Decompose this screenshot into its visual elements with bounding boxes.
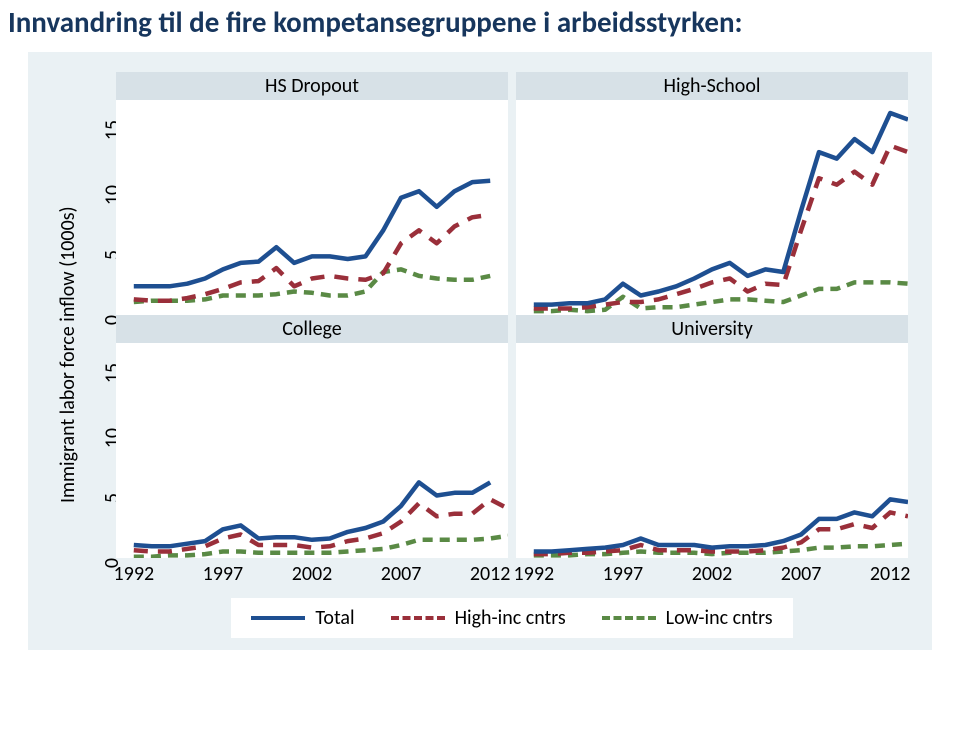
xaxis: 1992 1997 2002 2007 2012 bbox=[116, 562, 508, 586]
chart-background: Immigrant labor force inflow (1000s) 051… bbox=[28, 52, 932, 650]
legend-label: Total bbox=[315, 606, 354, 630]
series-line-total bbox=[134, 181, 490, 286]
xaxis: 1992 1997 2002 2007 2012 bbox=[516, 562, 908, 586]
series-line-total bbox=[534, 113, 908, 305]
y-ticks-column: 051015051015 bbox=[80, 72, 116, 638]
legend-item-high_inc: High-inc cntrs bbox=[391, 606, 566, 630]
legend-label: Low-inc cntrs bbox=[666, 606, 773, 630]
xtick: 2012 bbox=[470, 562, 511, 586]
chart-panel: HS Dropout bbox=[116, 72, 508, 315]
x-axis-row: 1992199720022007201219921997200220072012 bbox=[116, 562, 908, 586]
xtick: 2002 bbox=[692, 562, 733, 586]
legend-item-low_inc: Low-inc cntrs bbox=[602, 606, 773, 630]
panel-title: University bbox=[516, 315, 908, 343]
panel-svg bbox=[116, 343, 508, 558]
y-axis-label: Immigrant labor force inflow (1000s) bbox=[52, 72, 80, 638]
ytick-set: 051015 bbox=[80, 72, 116, 315]
panel-row-bottom: College University bbox=[116, 315, 908, 558]
chart-container: Immigrant labor force inflow (1000s) 051… bbox=[28, 52, 932, 650]
panel-svg bbox=[516, 100, 908, 315]
legend-label: High-inc cntrs bbox=[455, 606, 566, 630]
xtick: 1992 bbox=[514, 562, 555, 586]
chart-panel: High-School bbox=[516, 72, 908, 315]
legend-swatch bbox=[391, 616, 445, 620]
xtick: 2007 bbox=[381, 562, 422, 586]
legend: Total High-inc cntrs Low-inc cntrs bbox=[231, 598, 792, 638]
panels-column: HS DropoutHigh-School CollegeUniversity … bbox=[116, 72, 908, 638]
page-title: Innvandring til de fire kompetansegruppe… bbox=[0, 0, 960, 44]
legend-swatch bbox=[602, 616, 656, 620]
panel-svg bbox=[516, 343, 908, 558]
xtick: 1997 bbox=[603, 562, 644, 586]
xtick: 1997 bbox=[203, 562, 244, 586]
xtick: 2002 bbox=[292, 562, 333, 586]
panel-title: HS Dropout bbox=[116, 72, 508, 100]
chart-panel: College bbox=[116, 315, 508, 558]
xtick: 1992 bbox=[114, 562, 155, 586]
legend-swatch bbox=[251, 616, 305, 620]
panel-title: High-School bbox=[516, 72, 908, 100]
xtick: 2007 bbox=[781, 562, 822, 586]
panel-title: College bbox=[116, 315, 508, 343]
chart-panel: University bbox=[516, 315, 908, 558]
ytick-set: 051015 bbox=[80, 315, 116, 558]
panel-svg bbox=[116, 100, 508, 315]
xtick: 2012 bbox=[870, 562, 911, 586]
plot-area: Immigrant labor force inflow (1000s) 051… bbox=[52, 72, 908, 638]
legend-item-total: Total bbox=[251, 606, 354, 630]
panel-row-top: HS Dropout High-School bbox=[116, 72, 908, 315]
